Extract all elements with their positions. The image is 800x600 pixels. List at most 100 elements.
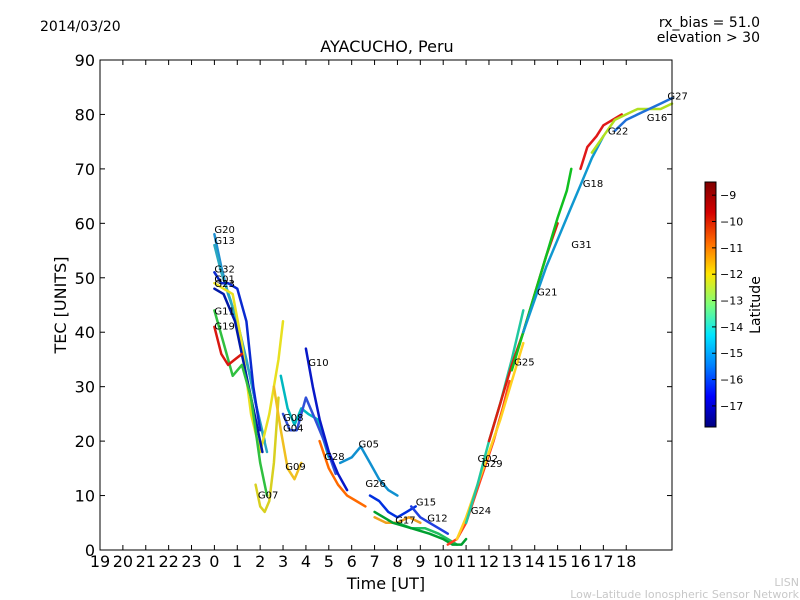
series-line-g04 (281, 396, 337, 476)
plot-frame (99, 59, 673, 551)
y-tick-label: 10 (75, 487, 95, 506)
sat-label-g19: G19 (214, 322, 234, 333)
sat-label-g08: G08 (283, 413, 303, 424)
y-tick-label: 40 (75, 323, 95, 342)
sat-label-g15: G15 (416, 497, 436, 508)
x-tick-label: 10 (433, 552, 453, 571)
sat-label-g17: G17 (395, 515, 415, 526)
date-label: 2014/03/20 (40, 19, 121, 35)
y-tick-label: 90 (75, 51, 95, 70)
series-line-g31 (522, 134, 605, 334)
sat-label-g22: G22 (608, 127, 628, 138)
y-tick-label: 80 (75, 105, 95, 124)
colorbar-tick-label: −12 (720, 268, 743, 281)
x-axis-ticks: 19 20 21 22 23 0 1 2 3 4 5 6 7 8 9 10 11 12 13 14 15 16 17 18 (90, 60, 636, 571)
series-line-g11 (213, 309, 269, 497)
series-line-g28 (318, 439, 367, 508)
x-tick-label: 2 (255, 552, 265, 571)
y-tick-label: 0 (85, 541, 95, 560)
sat-label-g31: G31 (571, 240, 591, 251)
series-line-g01 (213, 281, 285, 454)
sat-label-g16: G16 (647, 113, 667, 124)
series-line-g32 (213, 271, 262, 432)
y-tick-label: 20 (75, 432, 95, 451)
sat-label-g07: G07 (258, 490, 278, 501)
colorbar-tick-label: −11 (720, 242, 743, 255)
x-tick-label: 14 (525, 552, 545, 571)
y-axis-label: TEC [UNITS] (51, 257, 70, 355)
x-tick-label: 21 (136, 552, 156, 571)
series-line-g08 (279, 374, 331, 459)
series-line-g23 (213, 287, 264, 454)
series-line-g16 (590, 102, 674, 154)
sat-label-g18: G18 (583, 179, 603, 190)
series-line-g25 (464, 309, 525, 525)
y-tick-label: 70 (75, 160, 95, 179)
series-line-g05 (338, 445, 399, 497)
sat-label-g23: G23 (214, 279, 234, 290)
series-line-g07 (254, 396, 280, 514)
sat-label-g02: G02 (478, 454, 498, 465)
y-tick-label: 60 (75, 214, 95, 233)
x-tick-label: 3 (278, 552, 288, 571)
y-axis-ticks: 0 10 20 30 40 50 60 70 80 90 (75, 51, 672, 560)
x-tick-label: 8 (392, 552, 402, 571)
colorbar-tick-label: −10 (720, 216, 743, 229)
series-line-g29 (455, 341, 525, 541)
x-tick-label: 17 (593, 552, 613, 571)
x-tick-label: 15 (547, 552, 567, 571)
sat-label-g32: G32 (214, 264, 234, 275)
colorbar-tick-label: −9 (720, 189, 736, 202)
series-line-g10 (304, 347, 349, 492)
x-tick-label: 16 (570, 552, 590, 571)
sat-label-g09: G09 (285, 462, 305, 473)
sat-label-g25: G25 (514, 357, 534, 368)
x-tick-label: 20 (113, 552, 133, 571)
x-tick-label: 0 (209, 552, 219, 571)
series-line-g19 (213, 325, 244, 367)
sat-label-g24: G24 (471, 506, 491, 517)
series-line-g27 (613, 96, 674, 133)
colorbar (704, 181, 717, 428)
sat-label-g28: G28 (324, 452, 344, 463)
plot-series (213, 96, 674, 546)
x-tick-label: 12 (479, 552, 499, 571)
x-tick-label: 6 (347, 552, 357, 571)
sat-label-g11: G11 (214, 306, 234, 317)
sat-label-g12: G12 (427, 514, 447, 525)
y-tick-label: 30 (75, 378, 95, 397)
footer-lisn: LISN (774, 576, 799, 589)
x-tick-label: 13 (502, 552, 522, 571)
colorbar-label: Latitude (748, 276, 764, 334)
x-tick-label: 5 (324, 552, 334, 571)
sat-label-g20: G20 (214, 225, 234, 236)
sat-label-g29: G29 (482, 459, 502, 470)
series-line-g24 (373, 510, 468, 546)
sat-label-g27: G27 (667, 92, 687, 103)
x-axis-label: Time [UT] (346, 574, 425, 593)
x-tick-label: 19 (90, 552, 110, 571)
x-tick-label: 18 (616, 552, 636, 571)
x-tick-label: 9 (415, 552, 425, 571)
colorbar-tick-label: −17 (720, 400, 743, 413)
x-tick-label: 1 (232, 552, 242, 571)
sat-label-g04: G04 (283, 423, 303, 434)
colorbar-tick-label: −15 (720, 347, 743, 360)
sat-label-g21: G21 (537, 288, 557, 299)
elevation-label: elevation > 30 (657, 30, 760, 46)
sat-label-g10: G10 (308, 358, 328, 369)
x-tick-label: 22 (158, 552, 178, 571)
series-line-g18 (510, 167, 573, 372)
x-tick-label: 23 (181, 552, 201, 571)
footer-network: Low-Latitude Ionospheric Sensor Network (570, 588, 799, 600)
sat-label-g13: G13 (214, 236, 234, 247)
series-line-g26 (368, 494, 417, 519)
x-tick-label: 7 (369, 552, 379, 571)
colorbar-tick-label: −13 (720, 295, 743, 308)
sat-label-g01: G01 (214, 275, 234, 286)
y-tick-label: 50 (75, 269, 95, 288)
colorbar-ticks: −9 −10 −11 −12 −13 −14 −15 −16 −17 (712, 189, 743, 413)
chart-title: AYACUCHO, Peru (320, 37, 453, 56)
